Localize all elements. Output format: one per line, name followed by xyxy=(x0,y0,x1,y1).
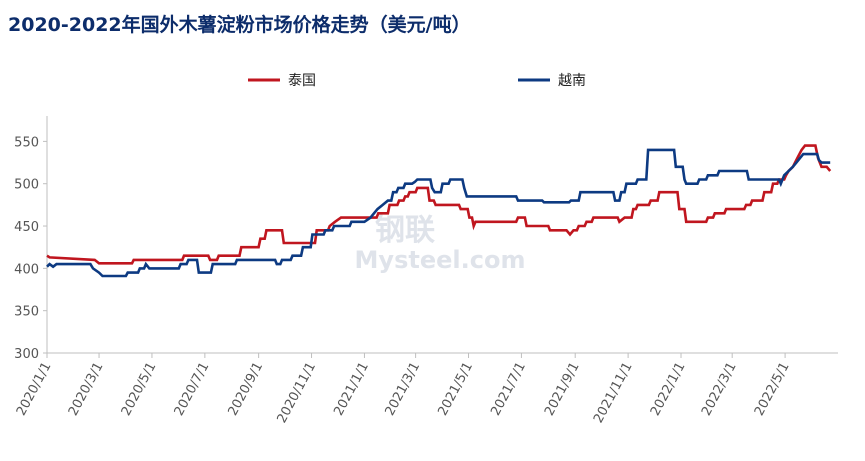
x-tick-label: 2021/11/1 xyxy=(591,360,636,426)
series-line-vietnam xyxy=(46,148,831,278)
x-tick-label: 2020/7/1 xyxy=(172,360,213,419)
legend-label-vietnam: 越南 xyxy=(558,73,586,89)
watermark-text: Mysteel.com xyxy=(355,246,526,274)
watermark: 钢联 Mysteel.com xyxy=(355,213,526,274)
x-tick-label: 2021/3/1 xyxy=(382,360,423,419)
series-layer xyxy=(46,144,832,278)
x-tick-label: 2020/9/1 xyxy=(226,360,267,419)
y-tick-label: 300 xyxy=(14,347,39,362)
watermark-logo: 钢联 xyxy=(375,213,435,248)
series-line-thailand xyxy=(46,144,832,265)
y-tick-label: 550 xyxy=(14,135,39,150)
x-tick-label: 2020/11/1 xyxy=(275,360,320,426)
x-tick-label: 2021/9/1 xyxy=(542,360,583,419)
y-tick-label: 400 xyxy=(14,262,39,277)
x-tick-label: 2020/1/1 xyxy=(14,360,55,419)
x-tick-label: 2022/1/1 xyxy=(648,360,689,419)
chart-title: 2020-2022年国外木薯淀粉市场价格走势（美元/吨） xyxy=(8,14,471,36)
legend: 泰国 越南 xyxy=(248,73,586,89)
x-tick-label: 2020/3/1 xyxy=(66,360,107,419)
y-tick-label: 350 xyxy=(14,305,39,320)
y-tick-label: 450 xyxy=(14,220,39,235)
y-tick-label: 500 xyxy=(14,178,39,193)
x-tick-label: 2022/3/1 xyxy=(699,360,740,419)
x-tick-label: 2021/5/1 xyxy=(435,360,476,419)
x-tick-label: 2021/7/1 xyxy=(488,360,529,419)
x-tick-label: 2021/1/1 xyxy=(331,360,372,419)
legend-label-thailand: 泰国 xyxy=(288,73,316,89)
x-tick-label: 2022/5/1 xyxy=(752,360,793,419)
x-tick-label: 2020/5/1 xyxy=(119,360,160,419)
